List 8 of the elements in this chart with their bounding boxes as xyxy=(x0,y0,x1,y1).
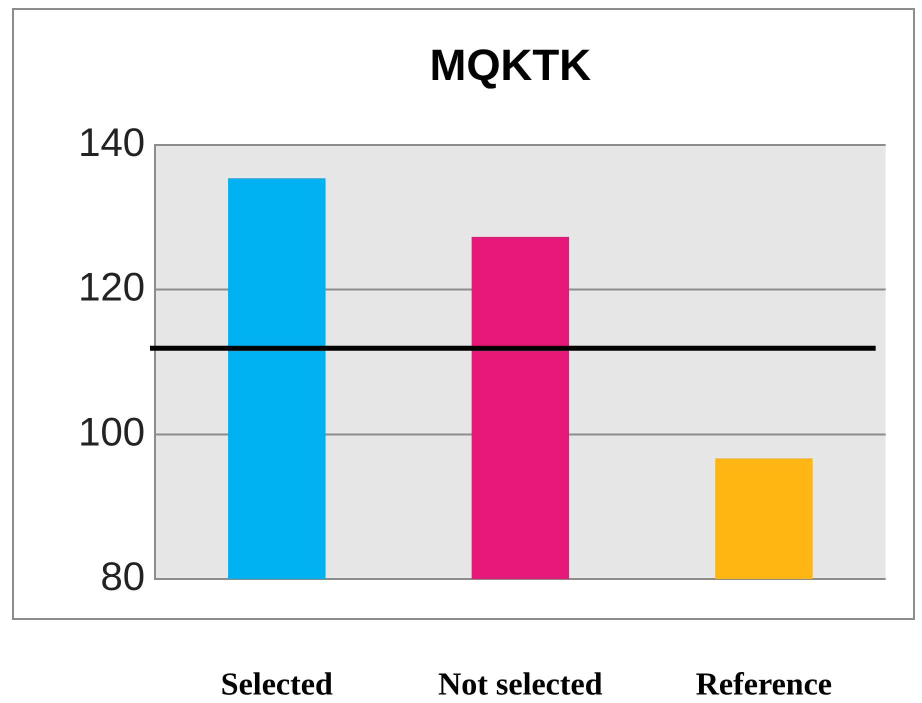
chart-title: MQKTK xyxy=(430,41,592,90)
y-tick-label: 140 xyxy=(78,121,145,166)
y-tick-label: 100 xyxy=(78,410,145,454)
x-tick-label: Selected xyxy=(220,665,333,702)
x-tick-label: Not selected xyxy=(438,665,603,702)
y-tick-label: 120 xyxy=(78,266,145,310)
y-tick-label: 80 xyxy=(100,555,145,600)
x-tick-label: Reference xyxy=(696,665,832,702)
